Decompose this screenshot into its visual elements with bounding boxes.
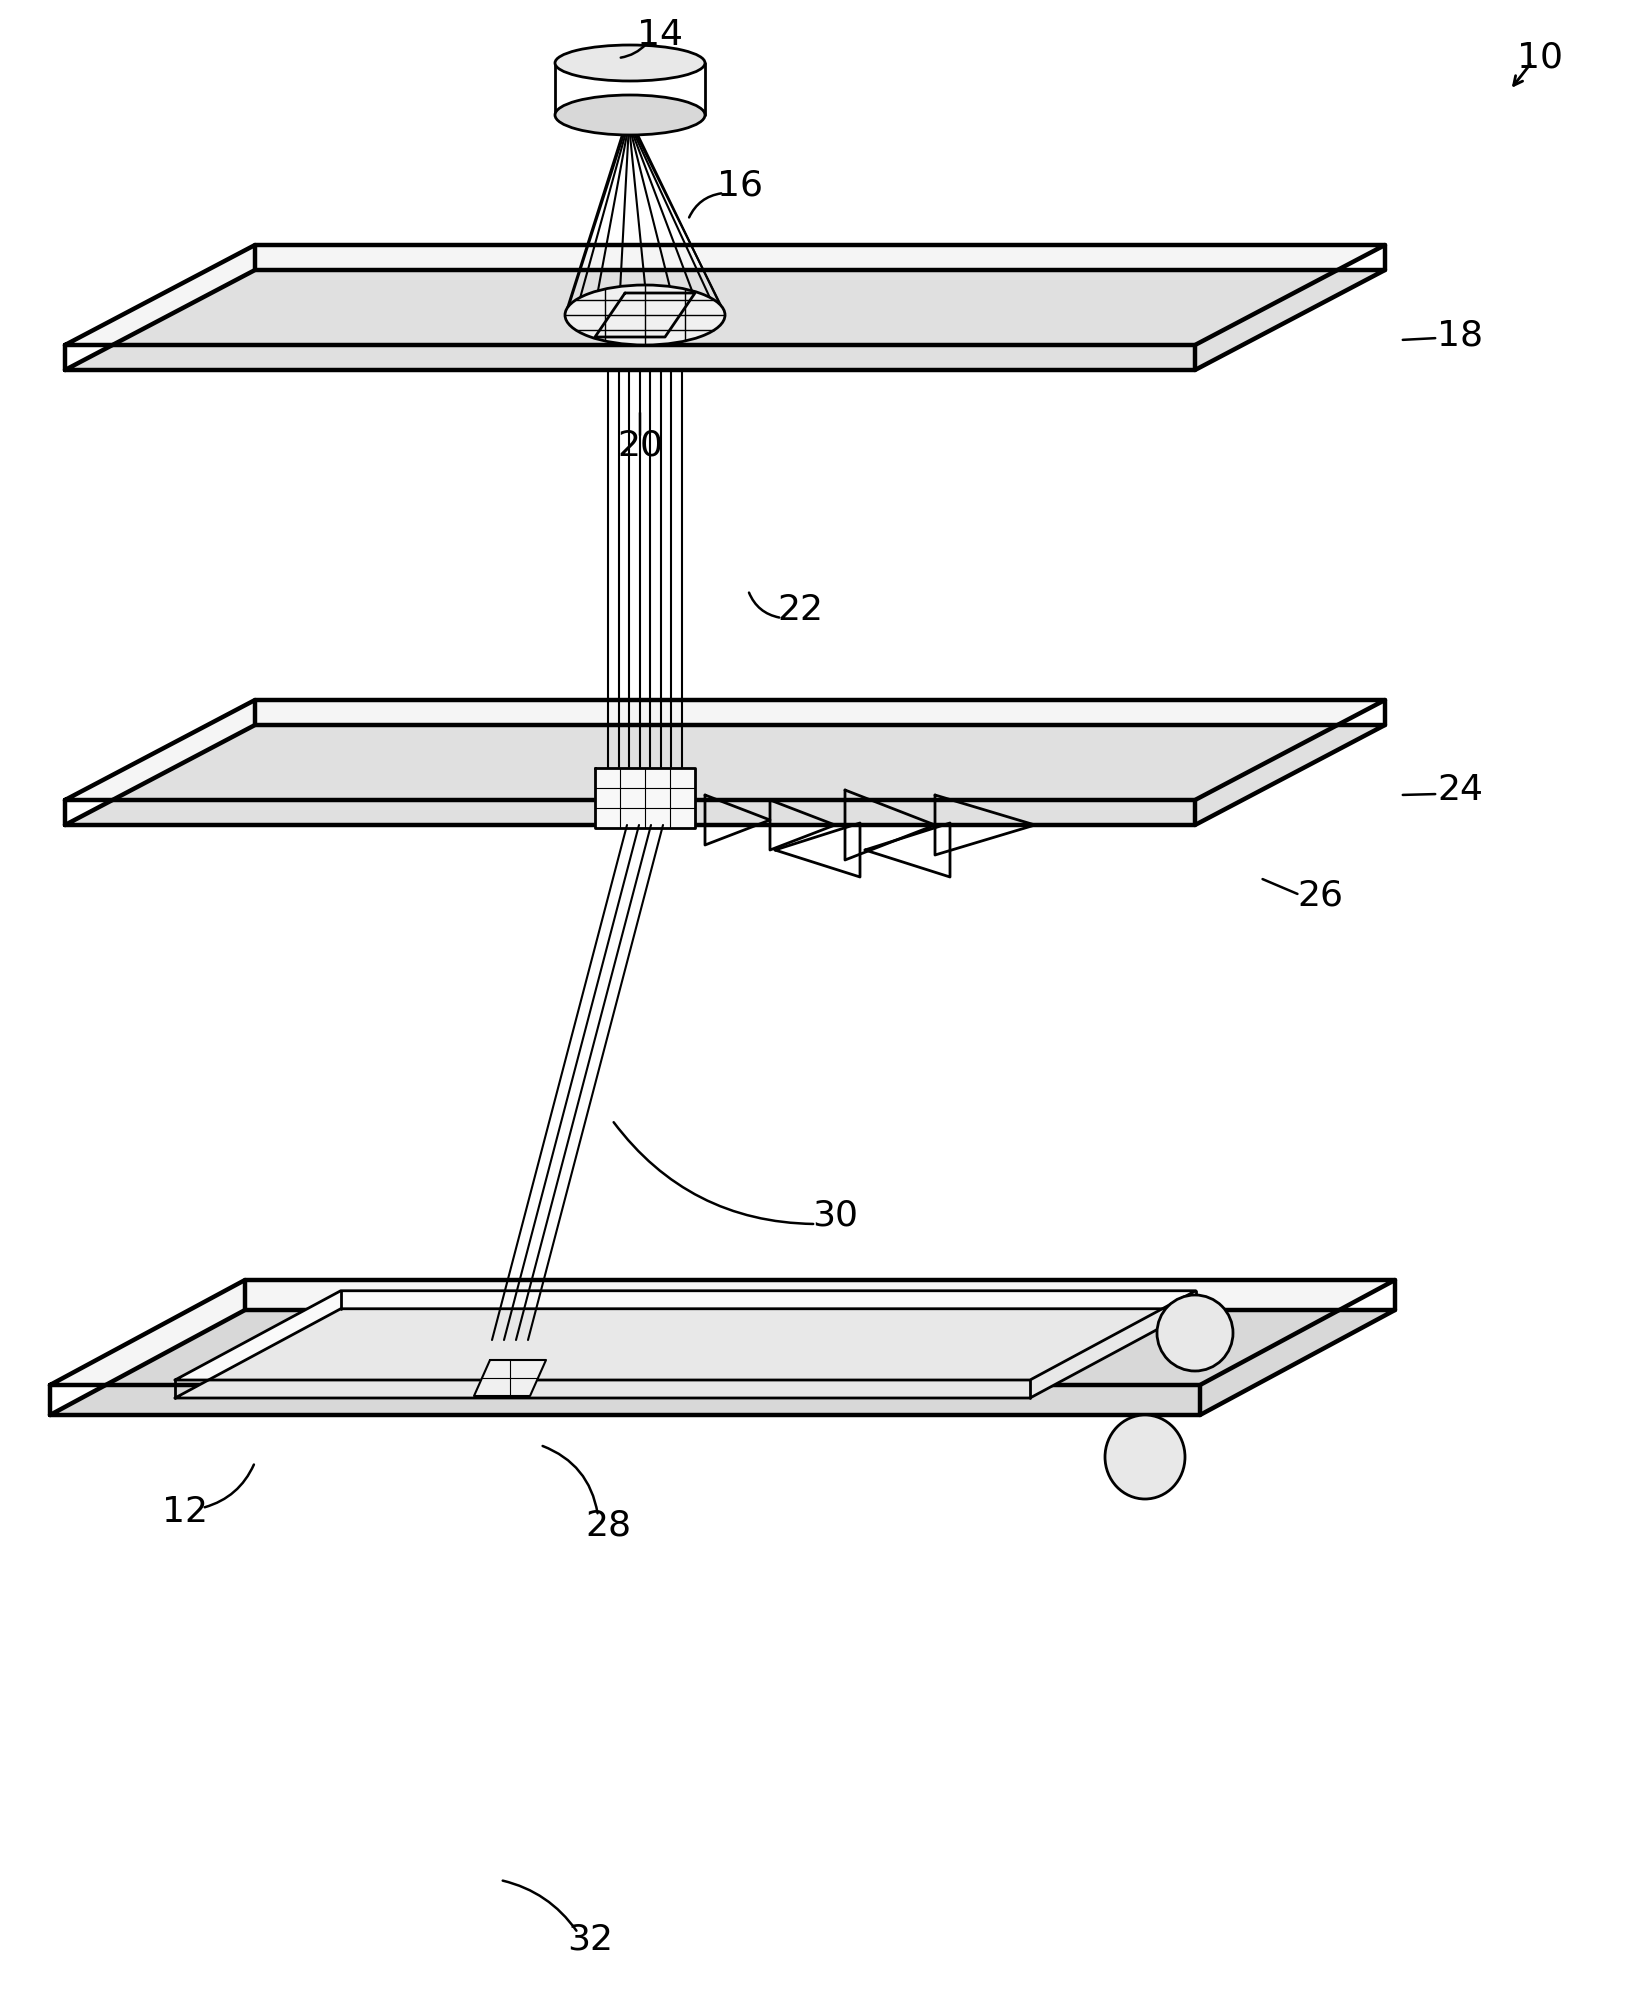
Ellipse shape <box>1105 1414 1185 1499</box>
Text: 30: 30 <box>811 1197 857 1232</box>
Polygon shape <box>66 699 1385 800</box>
Ellipse shape <box>554 44 705 80</box>
Text: 12: 12 <box>162 1495 208 1529</box>
Polygon shape <box>474 1360 546 1396</box>
Polygon shape <box>66 269 1385 370</box>
Text: 28: 28 <box>585 1509 631 1543</box>
Ellipse shape <box>565 285 724 346</box>
Polygon shape <box>175 1290 1195 1380</box>
Polygon shape <box>66 725 1385 826</box>
Text: 16: 16 <box>716 169 762 203</box>
Text: 18: 18 <box>1436 317 1482 352</box>
Polygon shape <box>595 767 695 828</box>
Text: 32: 32 <box>567 1923 613 1957</box>
Polygon shape <box>175 1308 1195 1398</box>
Ellipse shape <box>1155 1296 1233 1370</box>
Text: 20: 20 <box>616 428 662 462</box>
Text: 22: 22 <box>777 593 823 627</box>
Text: 14: 14 <box>636 18 682 52</box>
Text: 26: 26 <box>1296 878 1342 912</box>
Text: 24: 24 <box>1436 773 1482 808</box>
Polygon shape <box>66 245 1385 346</box>
Polygon shape <box>49 1310 1395 1414</box>
Text: 10: 10 <box>1516 40 1562 74</box>
Polygon shape <box>49 1280 1395 1384</box>
Ellipse shape <box>554 94 705 135</box>
